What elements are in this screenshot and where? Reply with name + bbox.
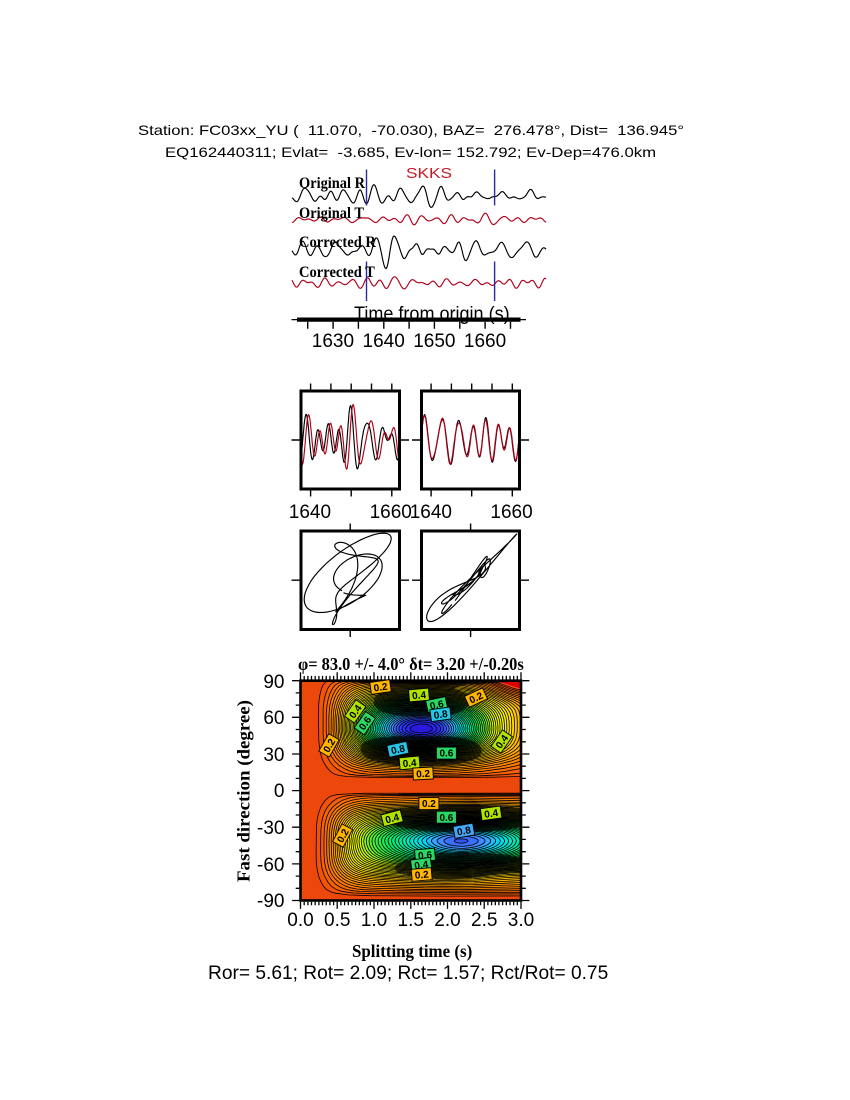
svg-text:0.2: 0.2 <box>373 682 389 695</box>
svg-text:0.6: 0.6 <box>439 749 453 760</box>
svg-text:0.4: 0.4 <box>484 808 500 821</box>
svg-text:0.2: 0.2 <box>468 690 486 706</box>
svg-text:0.2: 0.2 <box>422 799 436 810</box>
svg-text:0.8: 0.8 <box>433 709 449 722</box>
svg-text:0.2: 0.2 <box>416 769 431 781</box>
svg-text:0.8: 0.8 <box>390 743 406 757</box>
svg-text:0.4: 0.4 <box>412 690 427 702</box>
svg-text:0.4: 0.4 <box>384 812 401 826</box>
svg-text:0.4: 0.4 <box>402 758 417 770</box>
svg-text:0.2: 0.2 <box>414 869 429 881</box>
svg-text:0.8: 0.8 <box>456 825 472 838</box>
svg-text:0.6: 0.6 <box>439 813 453 824</box>
